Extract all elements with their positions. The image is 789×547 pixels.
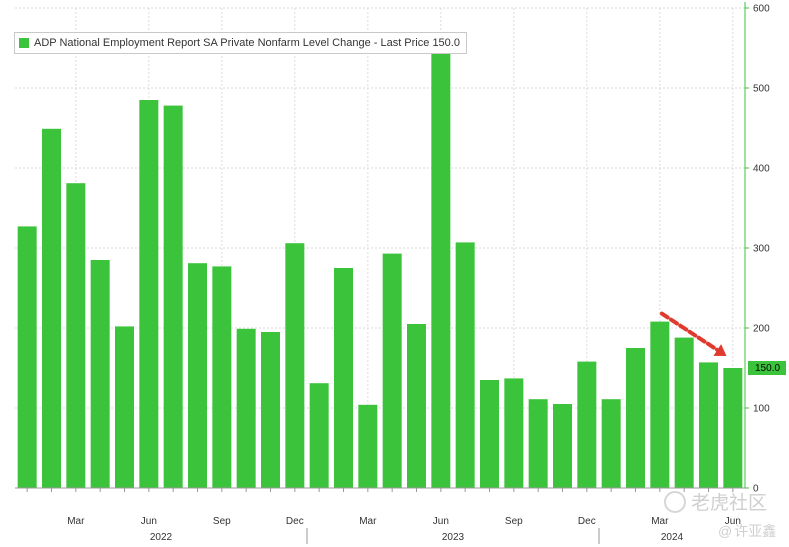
watermark-at: @ <box>718 523 733 539</box>
watermark-author: @ 许亚鑫 <box>718 521 776 541</box>
y-tick-label: 100 <box>753 404 770 415</box>
last-price-badge-bg <box>748 361 786 375</box>
x-month-label: Mar <box>67 516 85 527</box>
bar <box>17 226 37 488</box>
y-tick-label: 0 <box>753 484 759 495</box>
bar <box>723 368 743 488</box>
bar <box>553 404 572 488</box>
bar <box>261 332 280 488</box>
bar <box>285 243 305 488</box>
bar <box>382 253 402 488</box>
bar <box>650 321 670 488</box>
x-month-label: Dec <box>286 516 304 527</box>
y-tick-label: 600 <box>753 4 770 15</box>
bar <box>90 260 110 488</box>
bar <box>334 268 353 488</box>
tiger-logo-icon <box>664 490 686 513</box>
bar <box>431 53 451 488</box>
bar <box>42 128 61 489</box>
x-month-label: Jun <box>725 516 741 527</box>
bar <box>115 326 134 488</box>
bar <box>626 348 645 488</box>
bar <box>674 337 694 488</box>
bar <box>577 361 597 488</box>
y-tick-label: 300 <box>753 244 770 255</box>
bar <box>236 328 256 488</box>
legend-swatch <box>19 38 29 48</box>
watermark-author-name: 许亚鑫 <box>734 523 777 539</box>
bar <box>66 183 86 488</box>
bar <box>212 266 232 488</box>
trend-arrowhead-icon <box>713 344 727 356</box>
bar <box>139 100 159 488</box>
x-year-label: 2023 <box>442 532 465 543</box>
y-tick-label: 500 <box>753 84 770 95</box>
y-tick-label: 400 <box>753 164 770 175</box>
bar <box>480 380 499 488</box>
x-month-label: Sep <box>505 516 523 527</box>
trend-arrow-icon <box>659 311 723 354</box>
x-month-label: Jun <box>433 516 449 527</box>
bar <box>163 105 183 488</box>
bar <box>601 399 621 488</box>
bar <box>309 383 329 488</box>
bar <box>699 362 718 488</box>
bar <box>504 378 524 488</box>
bar <box>188 263 207 488</box>
x-month-label: Mar <box>651 516 669 527</box>
watermark: 老虎社区 <box>664 488 767 515</box>
bar <box>358 404 378 488</box>
y-tick-label: 200 <box>753 324 770 335</box>
last-price-badge: 150.0 <box>755 362 781 374</box>
bar <box>528 399 548 488</box>
legend-last-price: 150.0 <box>432 37 460 49</box>
x-month-label: Sep <box>213 516 231 527</box>
watermark-brand: 老虎社区 <box>691 493 768 514</box>
bar <box>407 324 426 488</box>
legend: ADP National Employment Report SA Privat… <box>14 32 467 54</box>
x-month-label: Mar <box>359 516 377 527</box>
bar <box>455 242 475 488</box>
legend-label: ADP National Employment Report SA Privat… <box>34 37 430 49</box>
x-month-label: Jun <box>141 516 157 527</box>
x-year-label: 2022 <box>150 532 173 543</box>
x-year-label: 2024 <box>661 532 684 543</box>
x-month-label: Dec <box>578 516 596 527</box>
